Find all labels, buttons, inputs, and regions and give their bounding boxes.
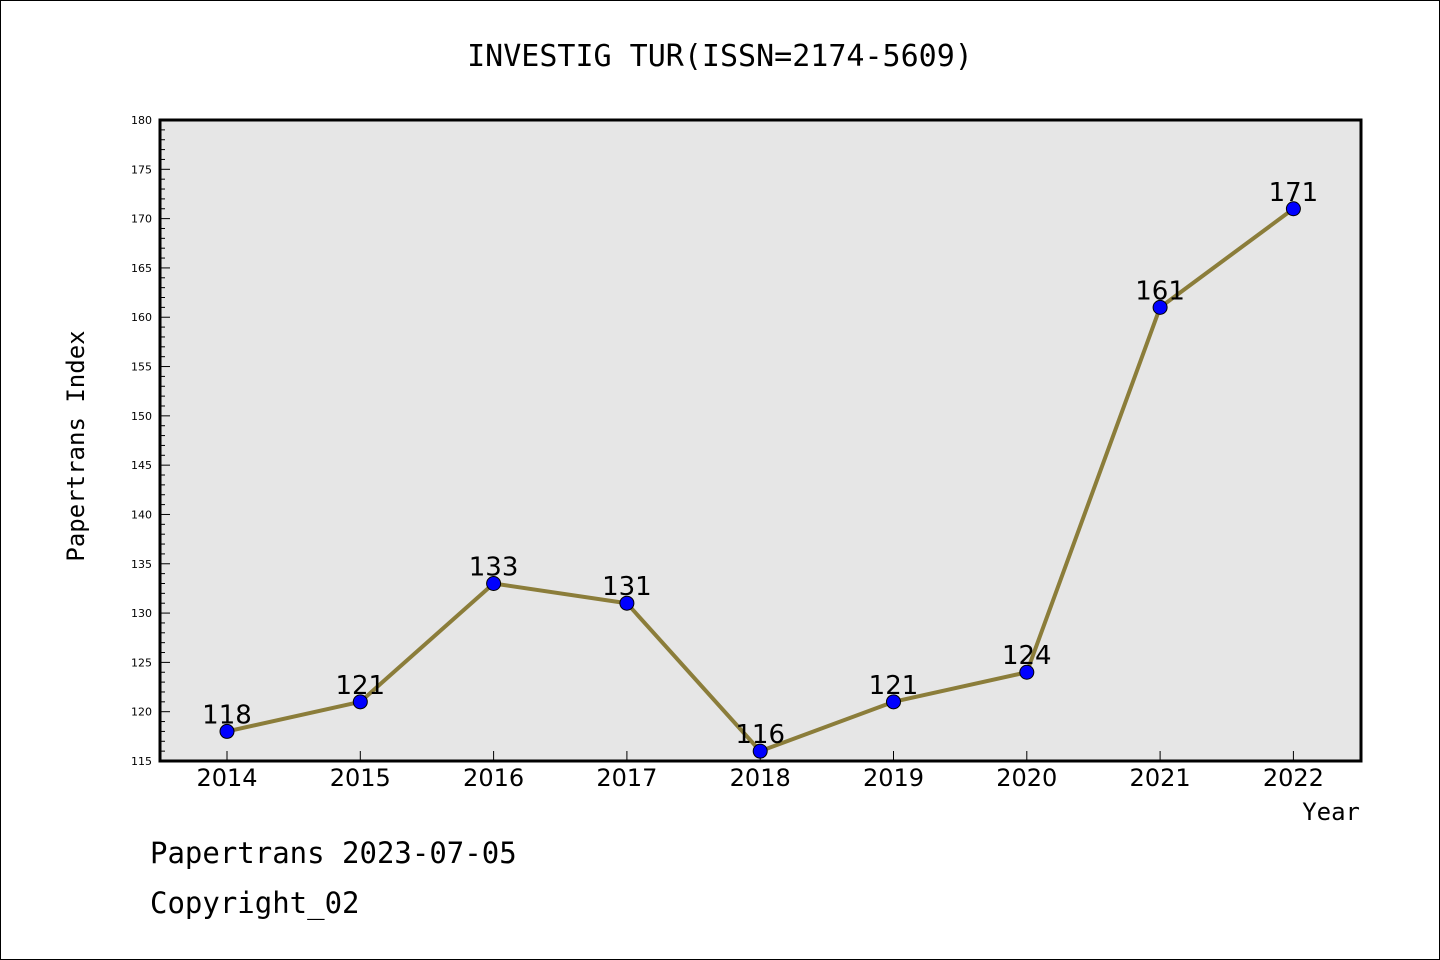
plot-area — [158, 118, 1363, 763]
y-tick-label: 170 — [131, 213, 152, 226]
y-tick-label: 135 — [131, 558, 152, 571]
footer-copyright: Copyright_02 — [150, 886, 360, 920]
data-point — [886, 694, 901, 710]
data-point — [352, 694, 368, 710]
series-layer: 118 121 133 131 116 121 124 161 171 — [202, 178, 1319, 759]
y-tick-label: 140 — [131, 508, 152, 521]
y-tick-label: 130 — [131, 607, 152, 620]
data-point — [1285, 201, 1301, 217]
y-axis: 115 120 125 130 135 140 145 150 155 160 165 170 175 1… — [131, 114, 170, 768]
y-tick-label: 120 — [131, 706, 152, 719]
x-tick-label: 2021 — [1130, 764, 1191, 792]
y-axis-label: Papertrans Index — [62, 330, 90, 561]
data-point — [1019, 664, 1035, 680]
data-point — [752, 743, 768, 759]
data-label: 171 — [1269, 178, 1319, 208]
data-point — [1152, 299, 1168, 315]
y-tick-label: 155 — [131, 361, 152, 374]
data-label: 124 — [1002, 641, 1052, 671]
y-tick-label: 175 — [131, 163, 152, 176]
x-axis-label: Year — [1302, 798, 1360, 826]
y-tick-label: 150 — [131, 410, 152, 423]
data-label: 121 — [335, 671, 385, 701]
y-tick-label: 160 — [131, 311, 152, 324]
y-tick-label: 165 — [131, 262, 152, 275]
data-label: 131 — [602, 572, 652, 602]
y-tick-label: 125 — [131, 656, 152, 669]
x-tick-label: 2022 — [1263, 764, 1324, 792]
x-tick-label: 2017 — [596, 764, 657, 792]
data-label: 121 — [869, 671, 919, 701]
x-tick-label: 2016 — [463, 764, 524, 792]
chart-title: INVESTIG TUR(ISSN=2174-5609) — [467, 39, 973, 74]
x-tick-label: 2014 — [196, 764, 257, 792]
data-label: 118 — [202, 700, 252, 730]
y-tick-label: 115 — [131, 755, 152, 768]
x-axis: 2014 2015 2016 2017 2018 2019 2020 2021 2022 — [196, 751, 1324, 792]
x-tick-label: 2019 — [863, 764, 924, 792]
x-tick-label: 2015 — [330, 764, 391, 792]
data-point — [219, 723, 235, 739]
data-label: 116 — [735, 720, 785, 750]
x-tick-label: 2020 — [996, 764, 1057, 792]
footer-date-line: Papertrans 2023-07-05 — [150, 836, 517, 870]
data-point — [486, 575, 502, 591]
x-tick-label: 2018 — [730, 764, 791, 792]
data-label: 133 — [469, 552, 519, 582]
data-point — [619, 595, 635, 611]
y-tick-label: 145 — [131, 459, 152, 472]
data-label: 161 — [1135, 276, 1185, 306]
y-tick-label: 180 — [131, 114, 152, 127]
